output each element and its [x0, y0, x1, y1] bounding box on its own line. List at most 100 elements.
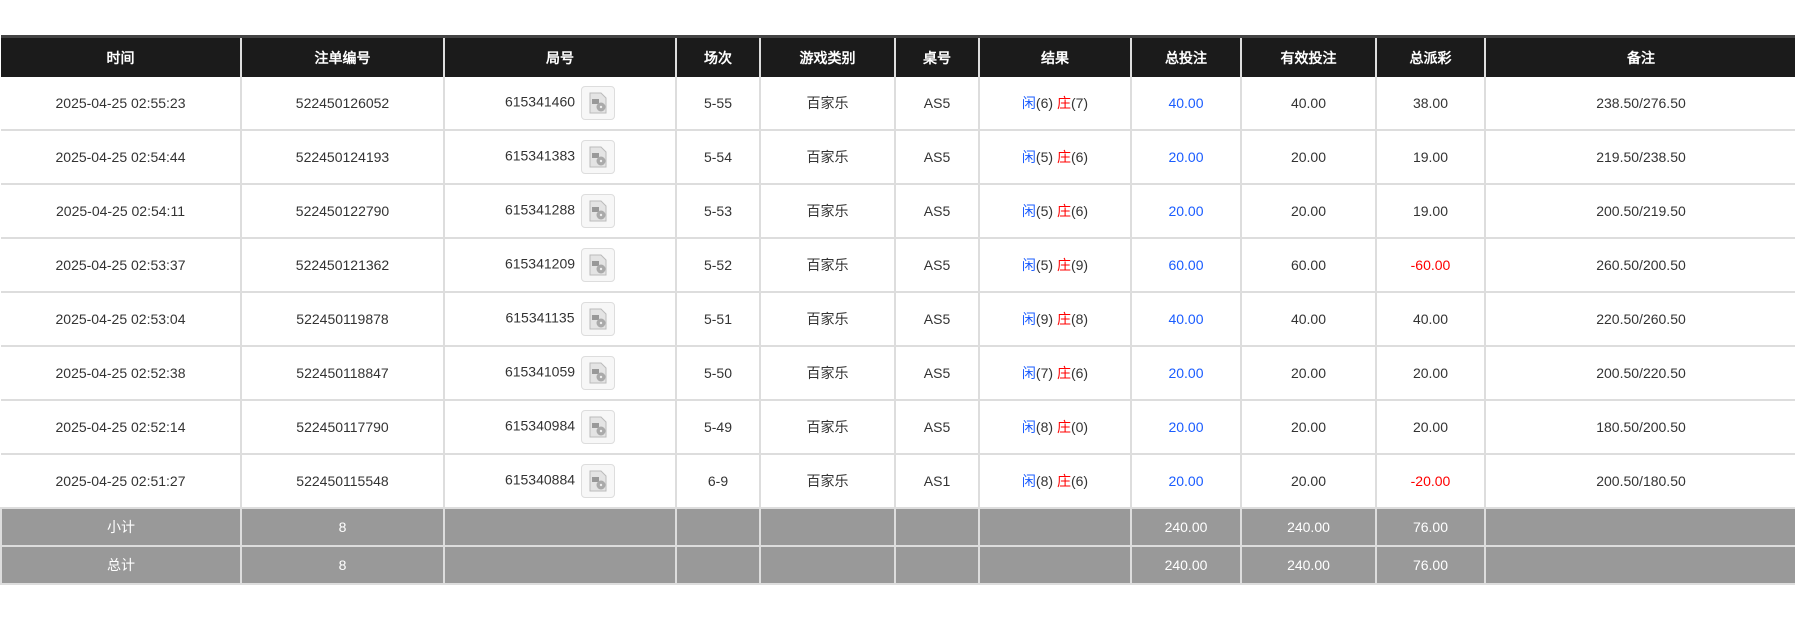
player-label: 闲: [1021, 149, 1036, 165]
time-cell: 2025-04-25 02:52:14: [1, 400, 241, 455]
session-cell: 6-9: [675, 454, 760, 509]
bet-id-cell: 522450122790: [240, 184, 444, 239]
video-replay-icon[interactable]: [581, 356, 616, 390]
game-cell: 百家乐: [759, 400, 895, 455]
payout-cell: 19.00: [1375, 184, 1485, 239]
banker-label: 庄: [1056, 257, 1071, 273]
summary-row: 小计 8 240.00 240.00 76.00: [0, 508, 1795, 547]
bet-id-cell: 522450118847: [240, 346, 444, 401]
video-replay-icon[interactable]: [581, 248, 616, 282]
round-number: 615341288: [504, 201, 576, 218]
payout-cell: 40.00: [1375, 292, 1485, 347]
round-number: 615341059: [504, 363, 576, 380]
table-row: 2025-04-25 02:53:37 522450121362 6153412…: [1, 238, 1795, 293]
round-cell: 615341288: [443, 184, 676, 239]
bet-id-cell: 522450117790: [240, 400, 444, 455]
table-cell: AS5: [894, 130, 979, 185]
summary-count: 8: [240, 508, 444, 547]
summary-payout: 76.00: [1375, 508, 1485, 547]
video-replay-icon[interactable]: [581, 86, 616, 120]
note-cell: 200.50/220.50: [1484, 346, 1795, 401]
time-cell: 2025-04-25 02:51:27: [1, 454, 241, 509]
player-label: 闲: [1021, 311, 1036, 327]
round-cell: 615340884: [443, 454, 676, 509]
player-score: (5): [1035, 149, 1054, 165]
player-label: 闲: [1021, 473, 1036, 489]
video-replay-icon[interactable]: [581, 194, 616, 228]
table-row: 2025-04-25 02:52:14 522450117790 6153409…: [1, 400, 1795, 455]
table-row: 2025-04-25 02:53:04 522450119878 6153411…: [1, 292, 1795, 347]
valid-bet-cell: 20.00: [1240, 400, 1376, 455]
valid-bet-cell: 20.00: [1240, 346, 1376, 401]
time-cell: 2025-04-25 02:54:11: [1, 184, 241, 239]
banker-label: 庄: [1056, 149, 1071, 165]
game-cell: 百家乐: [759, 238, 895, 293]
round-number: 615341209: [504, 255, 576, 272]
game-cell: 百家乐: [759, 346, 895, 401]
player-score: (8): [1035, 419, 1054, 435]
player-score: (5): [1035, 203, 1054, 219]
session-cell: 5-51: [675, 292, 760, 347]
round-cell: 615341460: [443, 77, 676, 131]
session-cell: 5-50: [675, 346, 760, 401]
note-cell: 219.50/238.50: [1484, 130, 1795, 185]
result-cell: 闲(5) 庄(9): [978, 238, 1131, 293]
banker-label: 庄: [1056, 95, 1071, 111]
video-replay-icon[interactable]: [581, 140, 616, 174]
bet-id-cell: 522450126052: [240, 77, 444, 131]
table-row: 2025-04-25 02:54:44 522450124193 6153413…: [1, 130, 1795, 185]
player-score: (8): [1035, 473, 1054, 489]
round-cell: 615340984: [443, 400, 676, 455]
payout-cell: -60.00: [1375, 238, 1485, 293]
payout-cell: 20.00: [1375, 400, 1485, 455]
summary-label: 小计: [0, 508, 241, 547]
result-cell: 闲(7) 庄(6): [978, 346, 1131, 401]
total-bet-cell: 60.00: [1130, 238, 1241, 293]
table-cell: AS5: [894, 77, 979, 131]
payout-cell: -20.00: [1375, 454, 1485, 509]
note-cell: 180.50/200.50: [1484, 400, 1795, 455]
time-cell: 2025-04-25 02:53:37: [1, 238, 241, 293]
round-cell: 615341059: [443, 346, 676, 401]
time-cell: 2025-04-25 02:55:23: [1, 77, 241, 131]
bet-records-table: 时间 注单编号 局号 场次 游戏类别 桌号 结果 总投注 有效投注 总派彩 备注 2025-04-2…: [0, 35, 1795, 585]
note-cell: 200.50/180.50: [1484, 454, 1795, 509]
banker-score: (6): [1070, 473, 1089, 489]
video-replay-icon[interactable]: [581, 464, 616, 498]
game-cell: 百家乐: [759, 130, 895, 185]
valid-bet-cell: 20.00: [1240, 454, 1376, 509]
column-header: 时间: [1, 35, 241, 77]
valid-bet-cell: 60.00: [1240, 238, 1376, 293]
round-cell: 615341383: [443, 130, 676, 185]
round-number: 615340984: [504, 417, 576, 434]
player-score: (7): [1035, 365, 1054, 381]
banker-label: 庄: [1056, 203, 1071, 219]
payout-cell: 20.00: [1375, 346, 1485, 401]
banker-score: (6): [1070, 365, 1089, 381]
note-cell: 220.50/260.50: [1484, 292, 1795, 347]
player-label: 闲: [1021, 419, 1036, 435]
round-number: 615340884: [504, 471, 576, 488]
total-bet-cell: 20.00: [1130, 130, 1241, 185]
column-header: 备注: [1484, 35, 1795, 77]
table-row: 2025-04-25 02:52:38 522450118847 6153410…: [1, 346, 1795, 401]
summary-label: 总计: [0, 546, 241, 585]
session-cell: 5-53: [675, 184, 760, 239]
valid-bet-cell: 40.00: [1240, 292, 1376, 347]
table-cell: AS1: [894, 454, 979, 509]
player-label: 闲: [1021, 95, 1036, 111]
banker-score: (7): [1070, 95, 1089, 111]
round-cell: 615341135: [443, 292, 676, 347]
round-number: 615341383: [504, 147, 576, 164]
time-cell: 2025-04-25 02:54:44: [1, 130, 241, 185]
session-cell: 5-54: [675, 130, 760, 185]
table-row: 2025-04-25 02:54:11 522450122790 6153412…: [1, 184, 1795, 239]
banker-score: (8): [1070, 311, 1089, 327]
banker-score: (6): [1070, 203, 1089, 219]
video-replay-icon[interactable]: [581, 410, 616, 444]
result-cell: 闲(5) 庄(6): [978, 130, 1131, 185]
video-replay-icon[interactable]: [580, 302, 615, 336]
result-cell: 闲(8) 庄(6): [978, 454, 1131, 509]
session-cell: 5-49: [675, 400, 760, 455]
session-cell: 5-52: [675, 238, 760, 293]
